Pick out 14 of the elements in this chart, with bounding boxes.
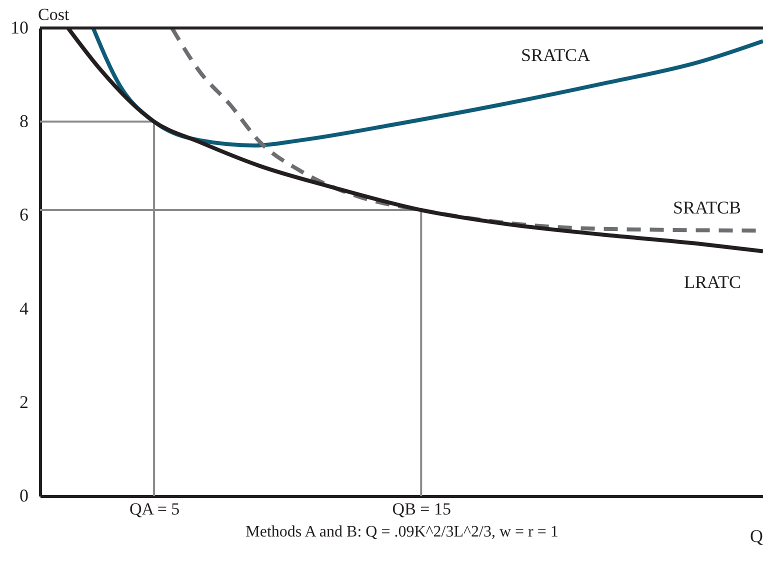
y-tick-label: 0 bbox=[20, 486, 28, 506]
series-label: SRATCB bbox=[672, 198, 741, 218]
y-tick-label: 4 bbox=[20, 298, 28, 318]
x-tick-label: QB = 15 bbox=[392, 500, 451, 518]
x-tick-label: QA = 5 bbox=[129, 500, 180, 518]
x-axis-title: Methods A and B: Q = .09K^2/3L^2/3, w = r = 1 bbox=[246, 524, 558, 540]
series-label: LRATC bbox=[684, 272, 741, 292]
y-axis-title: Cost bbox=[38, 5, 70, 24]
y-tick-label: 6 bbox=[20, 204, 28, 225]
text: Q bbox=[750, 526, 763, 546]
y-tick-label: 8 bbox=[20, 111, 28, 132]
y-tick-label: 2 bbox=[20, 392, 28, 412]
series-label: SRATCA bbox=[521, 45, 590, 66]
y-tick-label: 10 bbox=[10, 18, 28, 38]
